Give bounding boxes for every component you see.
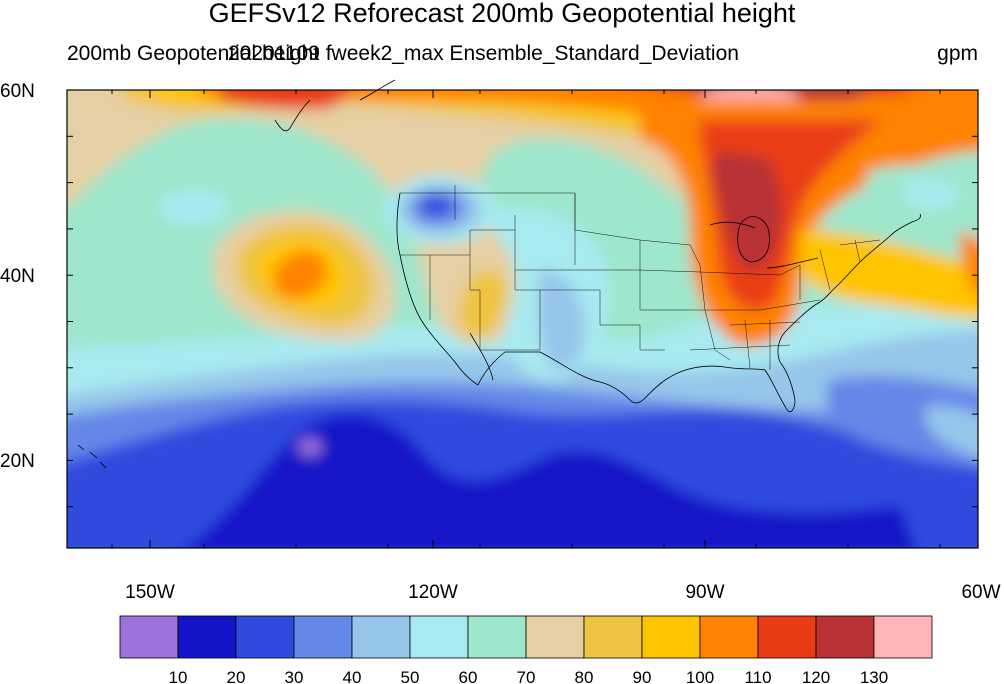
map-title: GEFSv12 Reforecast 200mb Geopotential he… <box>208 0 796 28</box>
lon-label-120w: 120W <box>408 582 458 603</box>
lon-axis-labels: 150W 120W 90W 60W <box>125 582 1000 603</box>
lon-label-90w: 90W <box>685 582 724 603</box>
colorbar-swatch <box>351 615 411 659</box>
state-boundaries <box>400 185 881 370</box>
colorbar-label: 50 <box>401 668 420 684</box>
lat-axis-labels: 60N 40N 20N <box>0 81 35 472</box>
colorbar-swatch <box>235 615 295 659</box>
units-label: gpm <box>937 42 978 65</box>
colorbar-label: 30 <box>285 668 304 684</box>
colorbar-label: 10 <box>169 668 188 684</box>
colorbar-swatch <box>873 615 933 659</box>
contour-field <box>67 90 978 548</box>
colorbar-swatch <box>815 615 875 659</box>
lon-label-60w: 60W <box>961 582 1000 603</box>
colorbar-label: 100 <box>686 668 714 684</box>
colorbar-label: 20 <box>227 668 246 684</box>
colorbar-swatch <box>583 615 643 659</box>
colorbar-swatch <box>293 615 353 659</box>
variable-label: 200mb Geopotential height <box>67 42 320 65</box>
plot-frame <box>66 89 979 549</box>
colorbar-swatch <box>525 615 585 659</box>
lat-label-60n: 60N <box>0 81 35 102</box>
colorbar-label: 90 <box>633 668 652 684</box>
colorbar-swatch <box>757 615 817 659</box>
lat-label-40n: 40N <box>0 266 35 287</box>
colorbar-swatch <box>641 615 701 659</box>
colorbar-swatch <box>119 615 179 659</box>
colorbar-swatch <box>699 615 759 659</box>
coastlines <box>77 79 921 469</box>
colorbar-label: 80 <box>575 668 594 684</box>
colorbar-label: 70 <box>517 668 536 684</box>
lon-label-150w: 150W <box>125 582 175 603</box>
colorbar-swatch <box>467 615 527 659</box>
colorbar-label: 130 <box>860 668 888 684</box>
run-description: 20201109 fweek2_max Ensemble_Standard_De… <box>228 42 739 65</box>
colorbar: 10 20 30 40 50 60 70 80 90 100 110 120 130 <box>119 615 933 684</box>
colorbar-swatch <box>177 615 237 659</box>
colorbar-label: 40 <box>343 668 362 684</box>
colorbar-label: 60 <box>459 668 478 684</box>
axis-ticks <box>67 89 978 548</box>
colorbar-swatch <box>409 615 469 659</box>
lat-label-20n: 20N <box>0 451 35 472</box>
colorbar-label: 110 <box>744 668 771 684</box>
colorbar-label: 120 <box>802 668 830 684</box>
